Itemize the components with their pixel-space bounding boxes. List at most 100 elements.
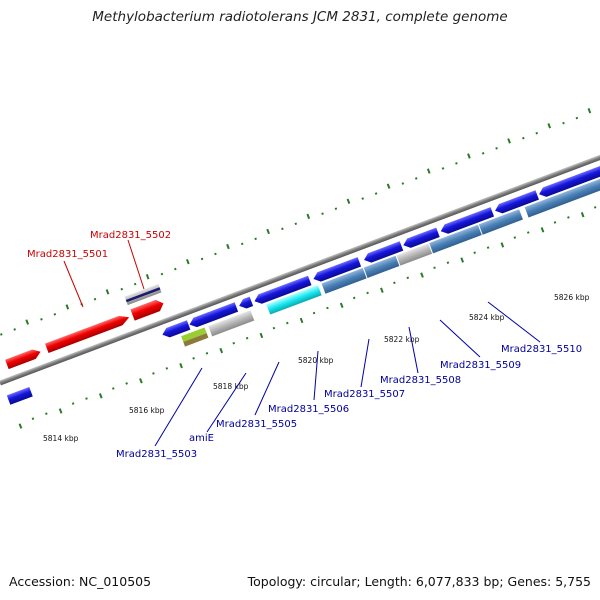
forward-labels: Mrad2831_5501 Mrad2831_5502 (27, 230, 171, 260)
gene-segment[interactable] (181, 327, 207, 342)
ruler-major-tick (186, 258, 190, 265)
gene-arrow[interactable] (439, 207, 495, 236)
ruler-minor-tick (593, 206, 597, 209)
gene-mrad2831-5502[interactable] (130, 298, 165, 321)
map-frame (0, 108, 600, 429)
gene-arrow[interactable] (188, 302, 239, 329)
gene-arrow[interactable] (237, 296, 254, 311)
genome-stats-label: Topology: circular; Length: 6,077,833 bp… (247, 574, 591, 589)
ruler-minor-tick (441, 167, 445, 170)
tick-label: 5822 kbp (384, 335, 420, 344)
ruler-minor-tick (85, 397, 88, 400)
ruler-minor-tick (326, 306, 329, 310)
reverse-strand (6, 165, 600, 405)
ruler-minor-tick (433, 266, 436, 270)
leader-line (487, 301, 541, 343)
ruler-minor-tick (495, 146, 498, 150)
gene-arrow[interactable] (6, 386, 33, 405)
ruler-minor-tick (125, 382, 128, 385)
gene-arrow[interactable] (402, 227, 440, 250)
forward-strand (5, 283, 165, 370)
tick-label: 5818 kbp (213, 382, 249, 391)
gene-mrad2831-5510[interactable] (478, 209, 523, 235)
reverse-labels: Mrad2831_5503 amiE Mrad2831_5505 Mrad283… (116, 344, 582, 460)
ruler-minor-tick (174, 267, 177, 271)
ruler-major-tick (105, 289, 110, 295)
ruler-major-tick (346, 198, 351, 204)
ruler-minor-tick (406, 276, 410, 280)
ruler-minor-tick (152, 372, 155, 375)
gene-label-mrad2831-5508[interactable]: Mrad2831_5508 (380, 375, 461, 386)
ruler-minor-tick (120, 287, 124, 291)
gene-label-mrad2831-5506[interactable]: Mrad2831_5506 (268, 404, 349, 415)
gene-label-mrad2831-5502[interactable]: Mrad2831_5502 (90, 230, 171, 241)
gene-segment[interactable] (183, 333, 209, 347)
ruler-major-tick (467, 153, 471, 159)
ruler-minor-tick (486, 246, 490, 249)
ruler-major-tick (426, 168, 431, 174)
ruler-minor-tick (245, 336, 249, 340)
ruler-minor-tick (111, 387, 115, 390)
gene-arrow[interactable] (537, 165, 600, 199)
gene-segment[interactable] (396, 243, 433, 266)
ruler-minor-tick (71, 402, 75, 405)
ruler-minor-tick (192, 357, 195, 360)
ruler-minor-tick (473, 251, 476, 254)
gene-mrad2831-5507[interactable] (321, 268, 367, 294)
ruler-minor-tick (240, 242, 244, 246)
ruler-minor-tick (414, 177, 418, 180)
ruler-major-tick (65, 304, 70, 310)
ruler-major-tick (420, 272, 424, 278)
ruler-minor-tick (0, 333, 3, 336)
leader-line (254, 361, 280, 416)
ruler-major-tick (18, 423, 23, 429)
ruler-minor-tick (361, 197, 364, 200)
ruler-major-tick (299, 317, 304, 324)
ruler-minor-tick (352, 296, 356, 300)
gene-amie[interactable] (208, 310, 255, 337)
gene-label-mrad2831-5503[interactable]: Mrad2831_5503 (116, 449, 197, 460)
gene-arrow[interactable] (312, 257, 362, 284)
gene-label-mrad2831-5509[interactable]: Mrad2831_5509 (440, 360, 521, 371)
ruler-minor-tick (294, 222, 298, 226)
gene-label-mrad2831-5507[interactable]: Mrad2831_5507 (324, 389, 405, 400)
ruler-major-tick (266, 228, 270, 235)
gene-label-amie[interactable]: amiE (189, 433, 214, 444)
ruler-minor-tick (281, 227, 284, 231)
gene-segment[interactable] (524, 175, 600, 218)
gene-arrow[interactable] (493, 190, 539, 215)
gene-mrad2831-5508[interactable] (363, 255, 400, 278)
gene-label-mrad2831-5510[interactable]: Mrad2831_5510 (501, 344, 582, 355)
ruler-minor-tick (31, 417, 35, 420)
ruler-minor-tick (254, 237, 257, 241)
gene-arrow[interactable] (161, 320, 191, 339)
ruler-minor-tick (374, 192, 378, 195)
inner-ruler (18, 206, 597, 429)
ruler-major-tick (540, 227, 545, 233)
gene-arrow[interactable] (5, 347, 42, 370)
gene-arrow[interactable] (253, 275, 312, 306)
gene-label-mrad2831-5501[interactable]: Mrad2831_5501 (27, 249, 108, 260)
ruler-major-tick (145, 274, 150, 280)
ruler-minor-tick (133, 282, 137, 286)
outer-ruler (0, 108, 592, 336)
ruler-major-tick (98, 393, 103, 399)
ruler-minor-tick (286, 321, 289, 325)
ruler-major-tick (587, 108, 592, 114)
ruler-major-tick (339, 302, 344, 308)
tick-label: 5816 kbp (129, 406, 165, 415)
gene-mrad2831-5509[interactable] (429, 224, 482, 254)
gene-label-mrad2831-5505[interactable]: Mrad2831_5505 (216, 419, 297, 430)
ruler-minor-tick (13, 328, 16, 331)
leader-line (360, 338, 370, 388)
gene-arrow[interactable] (362, 241, 404, 264)
gene-mrad2831-5502-overlap-band (125, 287, 161, 303)
ruler-minor-tick (535, 131, 539, 135)
gene-mrad2831-5501[interactable] (45, 313, 131, 354)
ruler-minor-tick (575, 116, 579, 120)
gene-mrad2831-5506[interactable] (266, 284, 322, 315)
leader-line (127, 239, 145, 290)
ruler-minor-tick (160, 272, 164, 276)
ruler-minor-tick (526, 231, 530, 234)
